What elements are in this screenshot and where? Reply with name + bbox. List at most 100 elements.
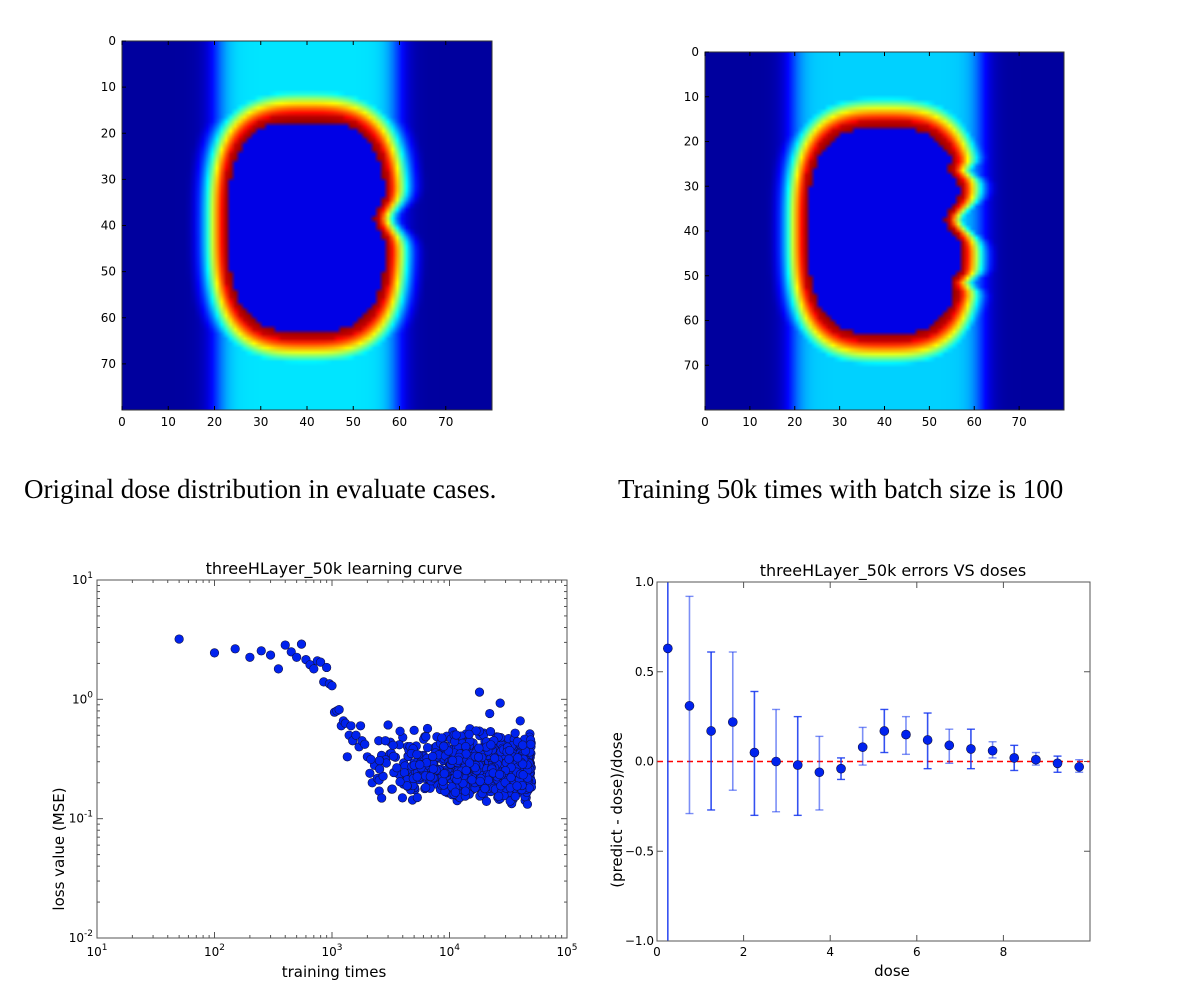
heatmap-original-ytick-label: 40	[101, 219, 116, 233]
learning-curve-point	[383, 720, 393, 730]
learning-curve-frame	[96, 579, 568, 939]
learning-curve-point	[355, 721, 366, 731]
heatmap-predicted-axes: 0 10 20 30 40 50 60 70 0 10 20 30 40 50 60 70	[684, 45, 1065, 429]
learning-curve-xtick-label: 104	[439, 943, 460, 959]
learning-curve-ylabel: loss value (MSE)	[50, 787, 68, 910]
heatmap-predicted-xtick-label: 30	[832, 415, 847, 429]
learning-curve-point	[346, 721, 356, 731]
learning-curve-point	[395, 777, 405, 787]
heatmap-predicted-xtick-label: 20	[787, 415, 802, 429]
learning-curve-point	[256, 646, 266, 656]
mean-error-point	[663, 643, 673, 654]
learning-curve-point	[334, 705, 344, 715]
heatmap-predicted-xtick-label: 40	[877, 415, 892, 429]
errors-vs-doses-xtick-label: 0	[653, 945, 661, 959]
learning-curve-point	[515, 716, 525, 726]
mean-error-point	[966, 744, 976, 754]
learning-curve-point	[322, 662, 332, 673]
heatmap-original-xtick-label: 0	[118, 415, 126, 429]
learning-curve-point	[518, 740, 528, 750]
learning-curve-point	[374, 755, 385, 766]
learning-curve-point	[474, 687, 485, 697]
mean-error-point	[727, 717, 738, 727]
learning-curve-point	[504, 754, 514, 764]
learning-curve-point	[518, 770, 528, 780]
learning-curve-point	[388, 751, 399, 761]
errors-vs-doses-title: threeHLayer_50k errors VS doses	[760, 561, 1026, 581]
heatmap-predicted-ytick-label: 40	[684, 224, 699, 238]
learning-curve-point	[467, 775, 477, 785]
learning-curve-point	[316, 657, 326, 667]
learning-curve-point	[360, 739, 370, 749]
heatmap-predicted-ytick-label: 60	[684, 314, 699, 328]
errors-vs-doses-xtick-label: 6	[913, 945, 921, 959]
learning-curve-point	[510, 791, 520, 802]
heatmap-original-xtick-label: 20	[207, 415, 222, 429]
mean-error-point	[814, 767, 825, 778]
learning-curve-point	[392, 763, 402, 773]
heatmap-predicted-xtick-label: 10	[742, 415, 757, 429]
caption-predicted: Training 50k times with batch size is 10…	[618, 474, 1064, 504]
mean-error-point	[987, 745, 998, 756]
learning-curve-point	[495, 698, 505, 708]
mean-error-point	[771, 756, 781, 767]
learning-curve-xtick-label: 102	[204, 943, 225, 959]
errors-vs-doses-chart: threeHLayer_50k errors VS doses dose (pr…	[608, 561, 1091, 980]
learning-curve-ytick-label: 100	[72, 690, 93, 706]
errors-vs-doses-ytick-label: 0.0	[635, 755, 654, 769]
mean-error-point	[901, 729, 911, 740]
learning-curve-point	[412, 792, 422, 803]
learning-curve-point	[409, 725, 419, 735]
heatmap-predicted-xtick-label: 60	[967, 415, 982, 429]
heatmap-predicted-panel: 0 10 20 30 40 50 60 70 0 10 20 30 40 50 60 70	[0, 0, 1200, 450]
learning-curve-point	[286, 647, 296, 657]
learning-curve-point	[351, 730, 361, 740]
learning-curve-point	[327, 681, 337, 691]
learning-curve-chart: threeHLayer_50k learning curve training …	[50, 559, 578, 981]
learning-curve-xtick-label: 103	[321, 943, 342, 959]
heatmap-original-axes: 0 10 20 30 40 50 60 70 0 10 20 30 40 50 60 70	[101, 34, 493, 429]
heatmap-predicted-ytick-label: 0	[691, 45, 699, 59]
learning-curve-point	[415, 760, 425, 770]
mean-error-point	[1009, 753, 1020, 763]
learning-curve-point	[342, 752, 352, 762]
learning-curve-ytick-label: 10-2	[69, 929, 93, 945]
learning-curve-point	[464, 729, 474, 739]
learning-curve-point	[473, 752, 484, 762]
learning-curve-point	[209, 648, 220, 658]
learning-curve-point	[395, 726, 405, 736]
learning-curve-point	[230, 644, 240, 654]
heatmap-original-ytick-label: 10	[101, 80, 116, 94]
learning-curve-point	[388, 740, 398, 750]
errors-vs-doses-ytick-label: 1.0	[635, 575, 654, 589]
learning-curve-xlabel: training times	[282, 963, 387, 981]
errors-vs-doses-xlabel: dose	[874, 962, 910, 980]
learning-curve-point	[425, 771, 435, 782]
heatmap-original-ytick-label: 50	[101, 265, 116, 279]
learning-curve-point	[437, 733, 447, 743]
learning-curve-point	[309, 664, 319, 674]
heatmap-predicted-xtick-label: 70	[1011, 415, 1026, 429]
learning-curve-point	[421, 782, 431, 793]
learning-curve-point	[402, 781, 412, 791]
learning-curve-point	[475, 776, 485, 786]
learning-curve-point	[451, 730, 461, 740]
mean-error-point	[792, 760, 803, 770]
learning-curve-xtick-label: 101	[86, 943, 107, 959]
mean-error-point	[879, 726, 890, 736]
learning-curve-point	[292, 652, 302, 662]
heatmap-original-xtick-label: 70	[438, 415, 453, 429]
learning-curve-point	[512, 781, 522, 791]
learning-curve-point	[273, 664, 284, 674]
learning-curve-point	[494, 791, 504, 801]
mean-error-point	[684, 701, 695, 711]
learning-curve-point	[460, 786, 471, 796]
mean-error-point	[857, 742, 868, 752]
mean-error-point	[944, 740, 955, 751]
mean-error-point	[1052, 758, 1063, 769]
heatmap-original-ytick-label: 0	[108, 34, 116, 48]
errors-vs-doses-xtick-label: 2	[740, 945, 748, 959]
errors-vs-doses-xtick-label: 4	[826, 945, 834, 959]
learning-curve-point	[505, 745, 515, 756]
heatmap-predicted-ytick-label: 20	[684, 135, 699, 149]
